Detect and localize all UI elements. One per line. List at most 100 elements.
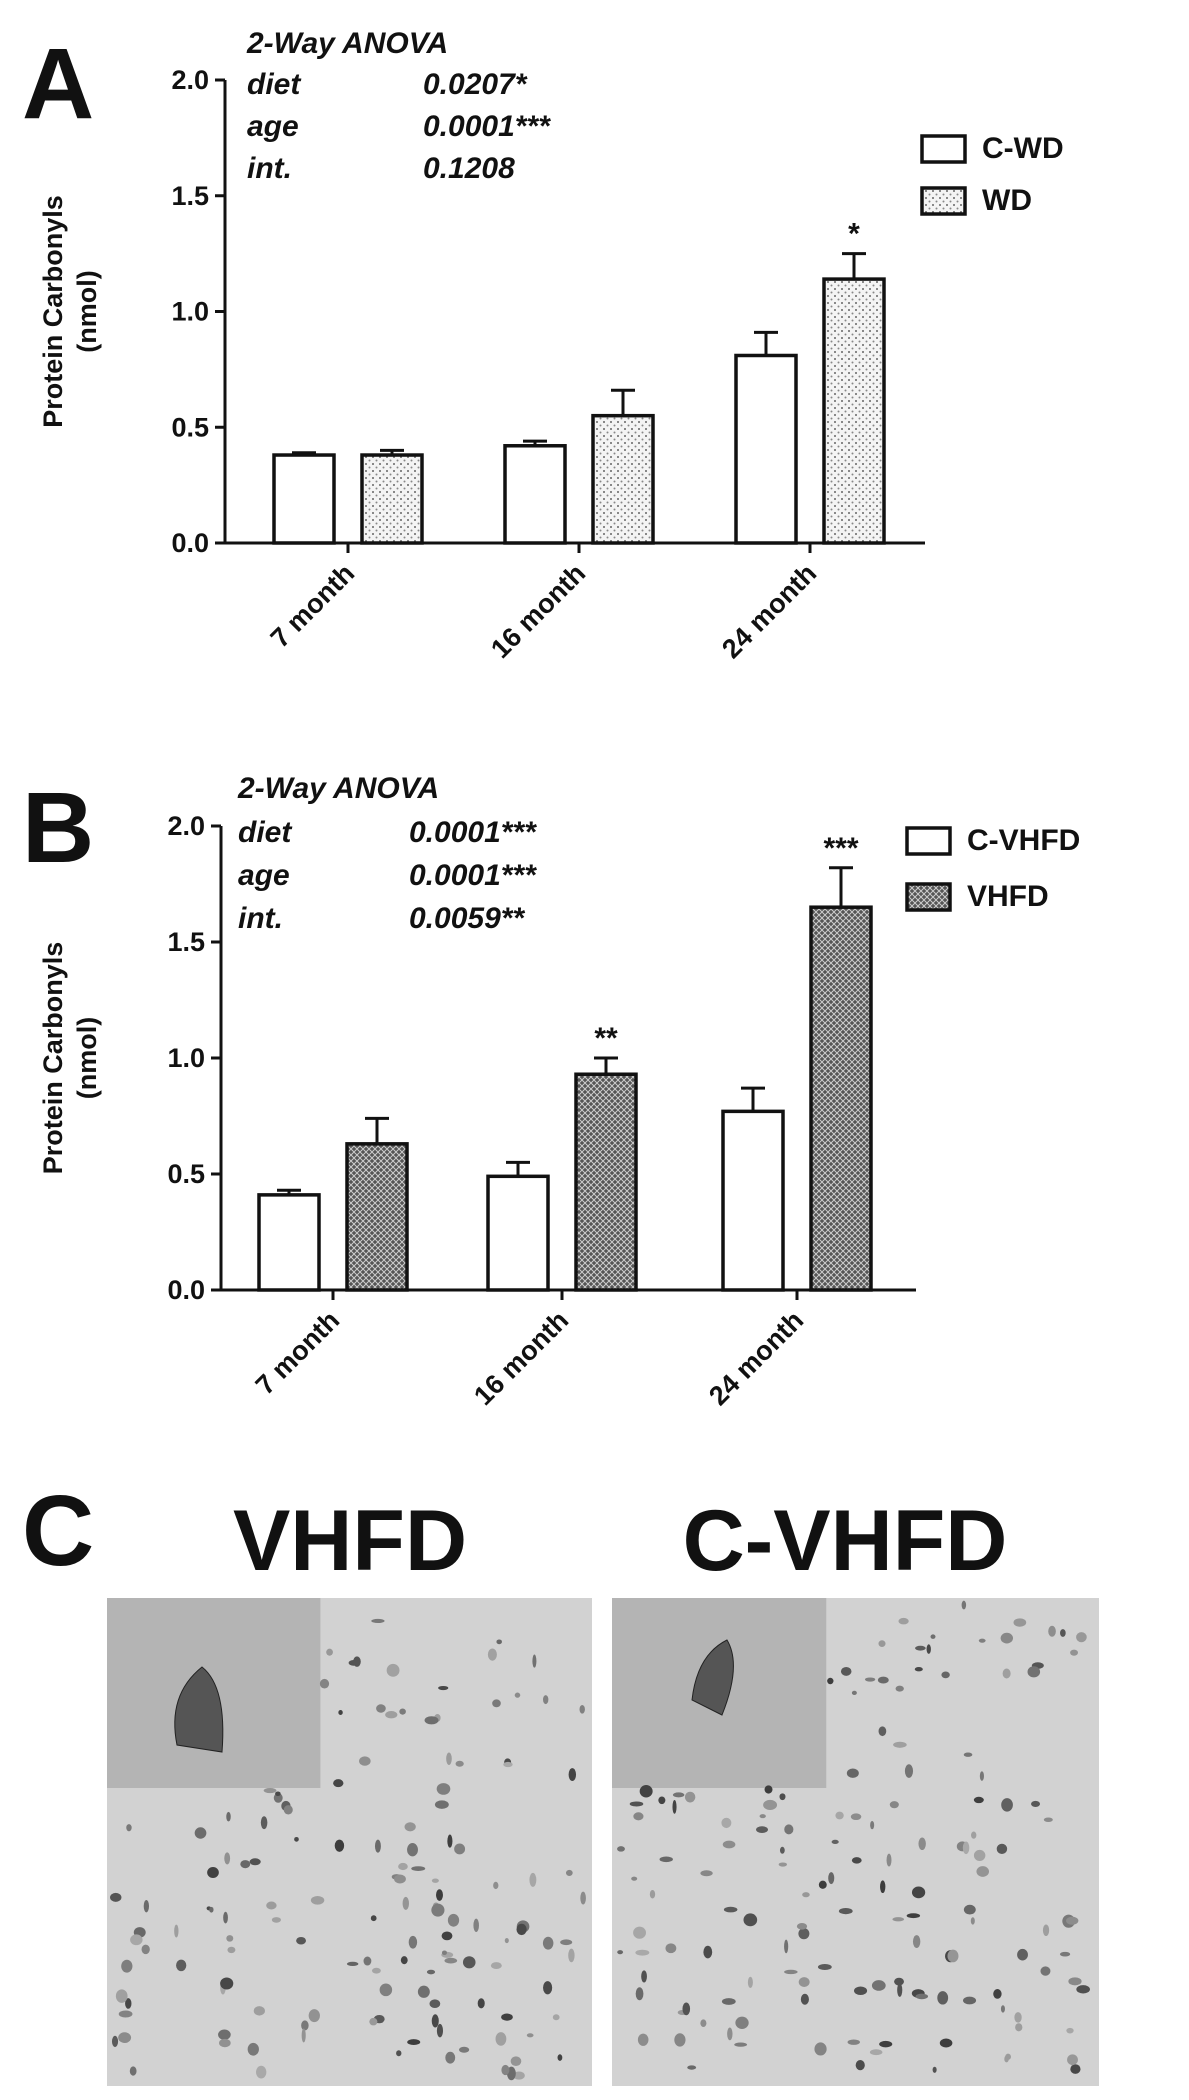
bar bbox=[345, 1142, 409, 1292]
cell bbox=[424, 1716, 439, 1725]
y-tick-label: 2.0 bbox=[171, 65, 209, 95]
cell bbox=[111, 2035, 119, 2048]
cell bbox=[444, 1957, 458, 1964]
cell bbox=[143, 1899, 150, 1913]
cell bbox=[110, 1892, 122, 1902]
cell bbox=[778, 1862, 788, 1867]
cell bbox=[118, 2010, 133, 2018]
x-tick-label: 7 month bbox=[265, 558, 360, 653]
cell bbox=[353, 1656, 361, 1667]
cell bbox=[454, 1843, 466, 1855]
bar bbox=[272, 453, 336, 545]
cell bbox=[1070, 1649, 1078, 1656]
cell bbox=[477, 1998, 485, 2009]
cell bbox=[978, 1638, 986, 1643]
cell bbox=[121, 1959, 133, 1973]
cell bbox=[446, 1752, 452, 1765]
cell bbox=[396, 2050, 402, 2057]
cell bbox=[854, 1986, 868, 1996]
cell bbox=[665, 1943, 677, 1954]
cell bbox=[641, 1970, 647, 1983]
cell bbox=[207, 1867, 219, 1879]
cell bbox=[516, 1923, 527, 1936]
anova-p: 0.1208 bbox=[423, 152, 515, 185]
cell bbox=[1068, 1977, 1082, 1986]
cell bbox=[557, 2054, 563, 2061]
cell bbox=[436, 2023, 444, 2038]
cell bbox=[226, 1811, 231, 1822]
cell bbox=[253, 2006, 265, 2016]
cell bbox=[1042, 1924, 1050, 1937]
x-tick-label: 24 month bbox=[716, 558, 822, 664]
cell bbox=[429, 1999, 441, 2009]
cell bbox=[426, 1969, 436, 1975]
cell bbox=[513, 2071, 525, 2080]
cell bbox=[434, 1800, 449, 1809]
cell bbox=[784, 1969, 798, 1975]
cell bbox=[249, 1858, 261, 1866]
cell bbox=[892, 1917, 905, 1922]
cell bbox=[223, 1911, 228, 1924]
cell bbox=[487, 1648, 497, 1661]
cell bbox=[220, 1977, 234, 1990]
cell bbox=[973, 1796, 984, 1804]
significance: *** bbox=[823, 832, 858, 865]
cell bbox=[906, 1913, 921, 1919]
inset-cell bbox=[691, 1639, 734, 1716]
cell bbox=[566, 1869, 573, 1877]
cell bbox=[129, 2066, 137, 2076]
cell bbox=[633, 1926, 646, 1939]
cell bbox=[1076, 1985, 1090, 1994]
x-tick-label: 24 month bbox=[703, 1305, 809, 1411]
cell bbox=[979, 1771, 984, 1781]
cell bbox=[798, 1977, 810, 1987]
y-axis-label: Protein Carbonyls bbox=[38, 942, 68, 1175]
cell bbox=[963, 1904, 976, 1915]
cell bbox=[1027, 1666, 1041, 1678]
legend-label: VHFD bbox=[967, 880, 1049, 913]
cell bbox=[930, 1634, 936, 1639]
cell bbox=[947, 1949, 959, 1963]
cell bbox=[846, 1768, 859, 1778]
cell bbox=[501, 2013, 513, 2021]
cell bbox=[880, 1880, 886, 1894]
cell bbox=[400, 1956, 408, 1965]
cell bbox=[635, 1987, 644, 2001]
cell bbox=[532, 1654, 537, 1668]
cell bbox=[633, 1812, 644, 1821]
cell bbox=[879, 2040, 893, 2048]
y-tick-label: 1.5 bbox=[167, 927, 205, 957]
cell bbox=[436, 1889, 443, 1901]
cell bbox=[504, 1937, 509, 1944]
cell bbox=[635, 1949, 650, 1956]
micrograph bbox=[612, 1598, 1099, 2086]
cell bbox=[971, 1831, 977, 1839]
cell bbox=[526, 2033, 534, 2038]
cell bbox=[115, 1989, 128, 2003]
cell bbox=[218, 2029, 231, 2040]
cell bbox=[334, 1839, 345, 1852]
cell bbox=[407, 1843, 418, 1857]
x-tick-label: 16 month bbox=[485, 558, 591, 664]
cell bbox=[1000, 2005, 1005, 2013]
cell bbox=[125, 1998, 132, 2009]
cell bbox=[639, 1785, 653, 1798]
significance: ** bbox=[594, 1022, 618, 1055]
cell bbox=[176, 1959, 187, 1972]
cell bbox=[490, 1962, 502, 1969]
cell bbox=[411, 1866, 426, 1871]
cell bbox=[283, 1805, 293, 1815]
cell bbox=[118, 2032, 132, 2043]
cell bbox=[1014, 2012, 1022, 2023]
cell bbox=[838, 1907, 853, 1915]
bar bbox=[822, 277, 886, 545]
cell bbox=[514, 1692, 521, 1698]
cell bbox=[831, 1839, 839, 1845]
cell bbox=[759, 1814, 766, 1819]
cell bbox=[878, 1640, 886, 1647]
cell bbox=[458, 2046, 470, 2053]
legend-label: WD bbox=[982, 184, 1032, 217]
cell bbox=[174, 1924, 179, 1938]
cell bbox=[194, 1827, 207, 1839]
bar bbox=[360, 453, 424, 545]
